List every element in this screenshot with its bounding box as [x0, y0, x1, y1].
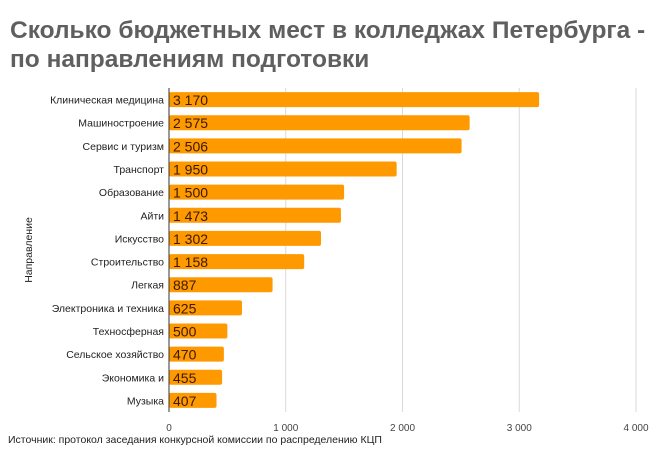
category-label: Легкая	[131, 280, 164, 292]
bar-value-label: 1 302	[173, 231, 208, 247]
bar-value-label: 887	[173, 277, 197, 293]
category-label: Искусство	[115, 233, 164, 245]
bar-value-label: 3 170	[173, 92, 208, 108]
source-note: Источник: протокол заседания конкурсной …	[8, 434, 382, 446]
bar	[169, 138, 462, 154]
bar-value-label: 1 500	[173, 185, 208, 201]
bar	[169, 254, 305, 270]
bar	[169, 392, 217, 408]
category-label: Клиническая медицина	[50, 95, 164, 107]
category-label: Айти	[140, 210, 164, 222]
bar-value-label: 1 473	[173, 208, 208, 224]
bar-value-label: 2 575	[173, 115, 208, 131]
x-tick-label: 3 000	[507, 423, 532, 434]
category-label: Экономика и	[102, 372, 164, 384]
x-tick-label: 0	[166, 423, 172, 434]
bar-value-label: 2 506	[173, 138, 208, 154]
category-label: Сельское хозяйство	[66, 349, 164, 361]
bar-value-label: 455	[173, 370, 197, 386]
bar	[169, 346, 224, 362]
x-tick-label: 4 000	[623, 423, 648, 434]
y-axis-title: Направление	[23, 217, 35, 283]
bar	[169, 277, 273, 293]
category-label: Образование	[99, 187, 164, 199]
bar-value-label: 500	[173, 324, 197, 340]
category-label: Строительство	[91, 257, 164, 269]
bar	[169, 207, 341, 223]
category-label: Техносферная	[93, 326, 164, 338]
bar	[169, 184, 345, 200]
category-label: Электроника и техника	[52, 303, 164, 315]
x-tick-label: 1 000	[273, 423, 298, 434]
category-label: Музыка	[127, 395, 164, 407]
category-label: Машиностроение	[78, 118, 164, 130]
x-tick-label: 2 000	[390, 423, 415, 434]
category-label: Транспорт	[114, 164, 165, 176]
bar-value-label: 470	[173, 347, 197, 363]
bar	[169, 115, 470, 131]
bar-value-label: 407	[173, 393, 197, 409]
bar	[169, 300, 242, 316]
chart-title: Сколько бюджетных мест в колледжах Петер…	[10, 17, 646, 73]
bar	[169, 92, 540, 108]
bar	[169, 161, 397, 177]
bar-value-label: 1 158	[173, 254, 208, 270]
bar	[169, 323, 228, 339]
bar-value-label: 625	[173, 300, 197, 316]
bar-value-label: 1 950	[173, 162, 208, 178]
category-label: Сервис и туризм	[83, 141, 164, 153]
bar	[169, 369, 223, 385]
bar	[169, 230, 322, 246]
